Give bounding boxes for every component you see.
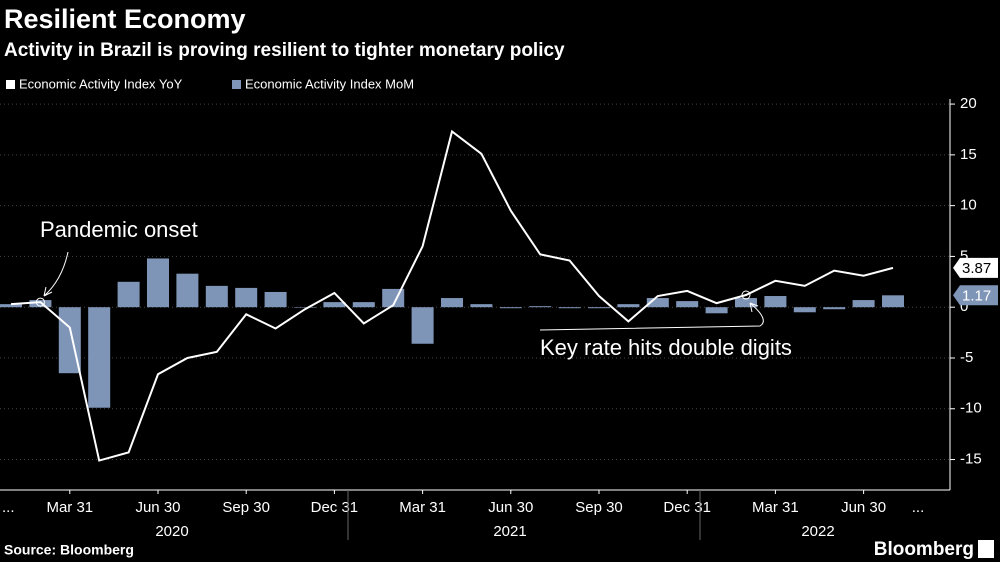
end-label: 1.17 (962, 287, 991, 304)
year-label: 2021 (493, 523, 526, 540)
line (10, 129, 894, 462)
y-tick-label: 20 (960, 95, 977, 112)
bar (147, 258, 169, 308)
annotation-arrow (539, 302, 764, 331)
annotation: Key rate hits double digits (540, 335, 792, 360)
bar (676, 301, 699, 308)
y-tick-label: -5 (960, 349, 973, 366)
x-tick-label: Dec 31 (311, 499, 359, 516)
x-tick-label: Mar 31 (46, 499, 93, 516)
x-edge-label: ... (2, 499, 15, 516)
y-tick-label: 10 (960, 197, 977, 214)
annotation-arrow (43, 251, 69, 297)
bar (558, 307, 581, 309)
bar (352, 302, 375, 308)
x-tick-label: Jun 30 (841, 499, 886, 516)
bar (29, 300, 52, 308)
end-label-box (953, 257, 998, 278)
bar (646, 298, 669, 308)
annotation-marker (741, 290, 751, 300)
bar (852, 300, 875, 308)
bar (793, 307, 816, 313)
bar (117, 281, 140, 308)
legend-label: Economic Activity Index YoY (19, 76, 183, 91)
chart-title: Resilient Economy (4, 4, 246, 34)
bar (0, 304, 22, 308)
x-edge-label: ... (912, 499, 925, 516)
bar (470, 304, 493, 308)
end-label-box (953, 285, 998, 306)
year-label: 2020 (155, 523, 188, 540)
bar (264, 291, 287, 308)
brand-icon (978, 540, 994, 558)
bar (499, 307, 522, 309)
source: Source: Bloomberg (4, 542, 134, 558)
annotation-marker (35, 297, 45, 307)
bar (205, 285, 228, 308)
x-tick-label: Mar 31 (752, 499, 799, 516)
bar (764, 296, 787, 308)
bar (529, 306, 552, 308)
x-tick-label: Jun 30 (488, 499, 533, 516)
x-tick-label: Mar 31 (399, 499, 446, 516)
y-tick-label: 15 (960, 146, 977, 163)
bar (441, 298, 463, 308)
bar (735, 298, 757, 308)
x-tick-label: Dec 31 (663, 499, 711, 516)
end-label: 3.87 (962, 260, 991, 277)
bar (323, 302, 346, 308)
legend-swatch (232, 80, 241, 89)
bar (411, 307, 434, 344)
y-tick-label: -15 (960, 451, 982, 468)
bar (705, 307, 728, 314)
bar (588, 307, 610, 309)
bar (823, 307, 846, 310)
legend-label: Economic Activity Index MoM (245, 76, 414, 91)
y-tick-label: -10 (960, 400, 982, 417)
y-tick-label: 5 (960, 247, 968, 264)
bar (294, 307, 316, 308)
year-label: 2022 (801, 523, 834, 540)
bar (176, 273, 199, 308)
x-tick-label: Sep 30 (575, 499, 623, 516)
bar (617, 304, 640, 308)
bar (882, 295, 904, 308)
y-tick-label: 0 (960, 298, 968, 315)
x-tick-label: Sep 30 (222, 499, 270, 516)
brand: Bloomberg (874, 539, 974, 560)
x-tick-label: Jun 30 (135, 499, 180, 516)
bar (235, 287, 258, 308)
chart-subtitle: Activity in Brazil is proving resilient … (4, 40, 565, 61)
bar (88, 307, 111, 408)
annotation: Pandemic onset (40, 217, 198, 242)
legend-swatch (6, 80, 15, 89)
